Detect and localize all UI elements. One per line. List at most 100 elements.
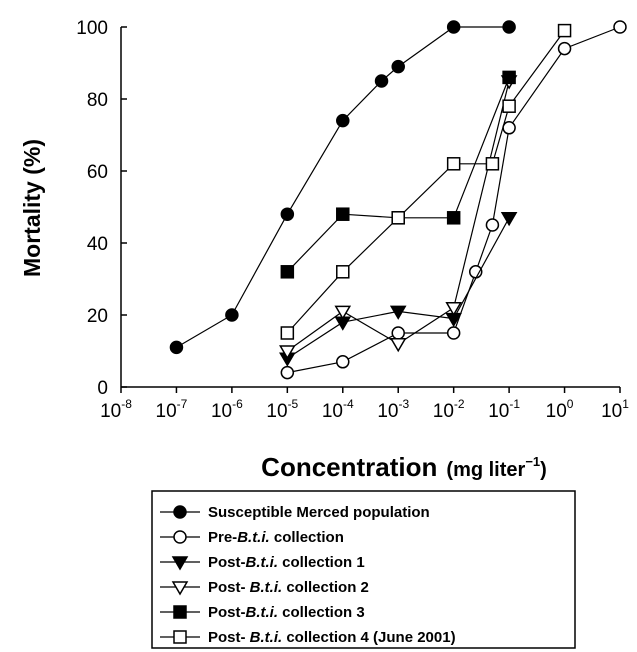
- x-tick-label-base: 10: [488, 401, 509, 422]
- series-1-point: [280, 207, 295, 221]
- x-tick-label-base: 10: [377, 401, 398, 422]
- series-5-point: [446, 211, 461, 225]
- x-tick-label-base: 10: [433, 401, 454, 422]
- series-5: [280, 70, 516, 279]
- legend-label-part: B.t.i.: [237, 529, 270, 546]
- series-2-point: [336, 355, 350, 369]
- legend-item-1: Susceptible Merced population: [160, 504, 430, 521]
- x-axis-title-main: Concentration: [261, 452, 437, 482]
- series-1-line: [176, 26, 510, 348]
- x-tick-label: 10-1: [488, 397, 520, 422]
- x-tick-label: 10-6: [211, 397, 243, 422]
- series-5-point: [336, 207, 350, 221]
- x-tick-label-exponent: -2: [454, 397, 465, 411]
- legend-label-part: B.t.i.: [250, 579, 283, 596]
- x-tick-label-exponent: -8: [121, 397, 132, 411]
- legend-label-part: Post-: [208, 579, 250, 596]
- series-4: [279, 75, 518, 360]
- legend-label: Susceptible Merced population: [208, 504, 430, 521]
- x-tick-label: 10-4: [322, 397, 354, 422]
- legend-label: Post-B.t.i. collection 3: [208, 604, 365, 621]
- x-axis-title-unit-exponent: −1: [525, 454, 540, 469]
- legend-label: Post- B.t.i. collection 2: [208, 579, 369, 596]
- x-tick-label-exponent: 0: [567, 397, 574, 411]
- y-tick-label: 80: [87, 90, 108, 111]
- series-6-point: [280, 326, 295, 340]
- x-tick-label-exponent: -5: [288, 397, 299, 411]
- y-axis-title: Mortality (%): [19, 139, 45, 277]
- series-1: [169, 20, 516, 355]
- series-6-point: [446, 157, 461, 171]
- x-tick-label-base: 10: [211, 401, 232, 422]
- legend-label: Post- B.t.i. collection 4 (June 2001): [208, 629, 456, 646]
- series-1-point: [169, 340, 184, 355]
- legend-marker: [173, 605, 187, 619]
- x-tick-label: 10-2: [433, 397, 465, 422]
- legend-box: [151, 490, 576, 649]
- legend-item-4: Post- B.t.i. collection 2: [160, 579, 369, 596]
- series-2-point: [391, 326, 405, 340]
- y-tick-label: 20: [87, 306, 108, 327]
- series-6-point: [502, 99, 516, 113]
- legend-label-part: B.t.i.: [246, 604, 279, 621]
- legend-marker: [171, 581, 189, 596]
- series-2-point: [485, 218, 500, 232]
- series-1-point: [446, 20, 461, 34]
- x-tick-label: 100: [546, 397, 574, 422]
- legend-label: Pre-B.t.i. collection: [208, 529, 344, 546]
- series-2-point: [446, 326, 461, 340]
- legend-item-2: Pre-B.t.i. collection: [160, 529, 344, 546]
- x-tick-label: 101: [601, 397, 629, 422]
- series-3-point: [500, 212, 518, 227]
- series-4-point: [389, 338, 407, 353]
- x-axis-title-unit: (mg liter: [446, 459, 525, 481]
- y-tick-label: 100: [76, 18, 108, 39]
- x-tick-label-exponent: -1: [509, 397, 520, 411]
- y-tick-label: 60: [87, 162, 108, 183]
- x-tick-label: 10-5: [266, 397, 298, 422]
- y-tick-label: 0: [97, 378, 108, 399]
- series-6-point: [391, 211, 405, 225]
- legend-label-part: B.t.i.: [250, 629, 283, 646]
- series-2-point: [502, 121, 516, 135]
- series-6-point: [557, 23, 572, 38]
- legend-label: Post-B.t.i. collection 1: [208, 554, 365, 571]
- x-tick-label-exponent: -3: [398, 397, 409, 411]
- x-axis-title: Concentration (mg liter−1): [261, 452, 547, 482]
- series-5-point: [280, 265, 295, 279]
- series-1-point: [391, 59, 405, 74]
- legend-label-part: collection 2: [282, 579, 369, 596]
- legend-label-part: collection 4 (June 2001): [282, 629, 455, 646]
- legend-label-part: collection: [270, 529, 344, 546]
- y-tick-label: 40: [87, 234, 108, 255]
- x-tick-label-base: 10: [156, 401, 177, 422]
- legend-marker: [173, 630, 187, 644]
- series-6-point: [485, 157, 500, 171]
- series-2-point: [613, 20, 627, 34]
- legend-item-6: Post- B.t.i. collection 4 (June 2001): [160, 629, 456, 646]
- series-6-line: [286, 30, 566, 334]
- series-6: [280, 23, 572, 340]
- legend-item-5: Post-B.t.i. collection 3: [160, 604, 365, 621]
- legend-label-part: Pre-: [208, 529, 237, 546]
- x-tick-label: 10-3: [377, 397, 409, 422]
- series-3: [279, 212, 518, 367]
- legend-label-part: Susceptible Merced population: [208, 504, 430, 521]
- series-1-point: [374, 74, 389, 88]
- legend-label-part: B.t.i.: [246, 554, 279, 571]
- series-4-point: [334, 305, 352, 320]
- legend-label-part: Post-: [208, 604, 246, 621]
- x-tick-label-base: 10: [601, 401, 622, 422]
- x-tick-label-base: 10: [546, 401, 567, 422]
- legend-label-part: Post-: [208, 554, 246, 571]
- series-5-point: [502, 70, 516, 85]
- series-3-point: [389, 305, 407, 320]
- series-layer: [169, 20, 627, 380]
- x-tick-label: 10-7: [156, 397, 188, 422]
- series-4-point: [445, 302, 462, 317]
- series-1-point: [502, 20, 516, 34]
- x-tick-label-exponent: -4: [343, 397, 354, 411]
- x-tick-label-base: 10: [266, 401, 287, 422]
- legend-marker: [171, 556, 189, 571]
